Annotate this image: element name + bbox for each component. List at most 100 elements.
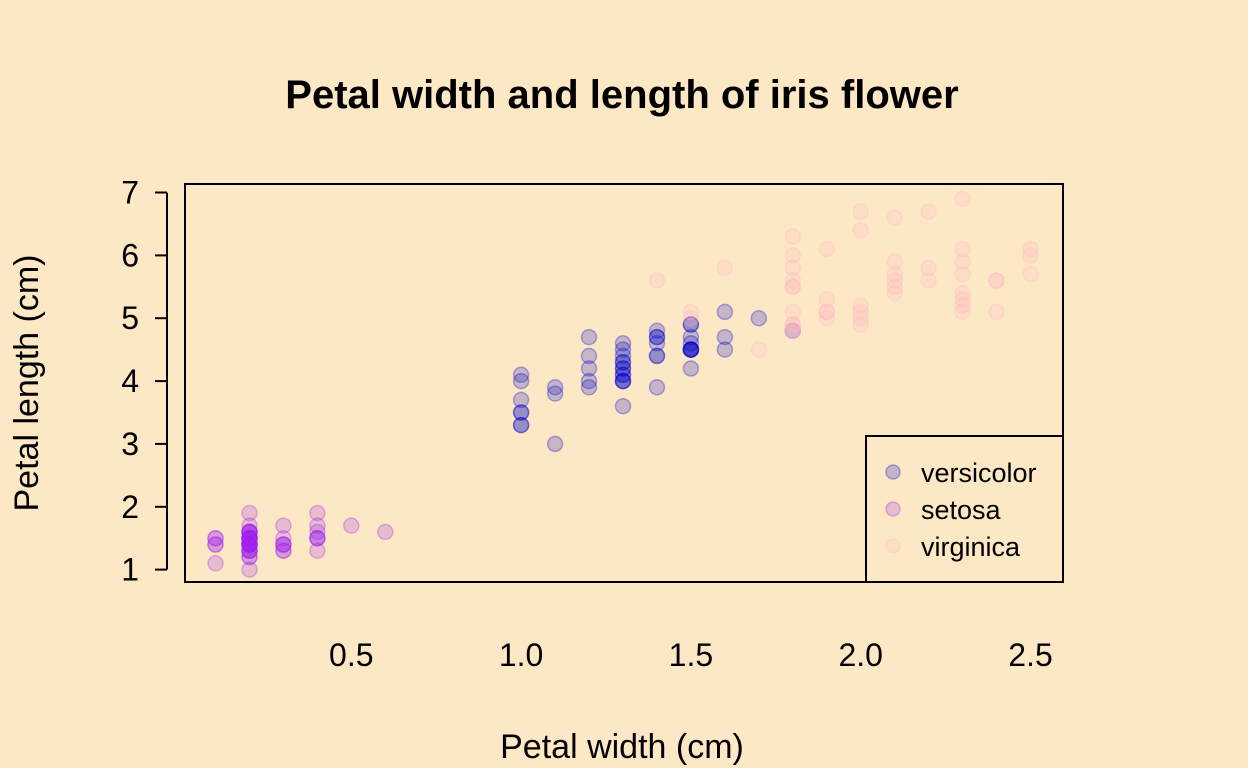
point-versicolor-35 bbox=[716, 341, 734, 358]
point-virginica-38 bbox=[784, 322, 802, 340]
point-virginica-23 bbox=[784, 316, 802, 333]
point-setosa-3 bbox=[241, 529, 258, 547]
point-versicolor-3 bbox=[614, 372, 632, 390]
legend: versicolor setosa virginica bbox=[865, 435, 1064, 583]
point-versicolor-27 bbox=[750, 309, 768, 327]
point-versicolor-19 bbox=[546, 379, 564, 396]
point-versicolor-0 bbox=[648, 328, 666, 346]
point-versicolor-41 bbox=[648, 335, 666, 352]
point-setosa-37 bbox=[207, 536, 224, 553]
point-setosa-30 bbox=[241, 523, 258, 541]
point-setosa-49 bbox=[241, 536, 258, 553]
point-setosa-8 bbox=[241, 536, 258, 553]
point-setosa-0 bbox=[241, 536, 258, 553]
point-virginica-22 bbox=[852, 203, 869, 220]
point-virginica-45 bbox=[954, 297, 971, 314]
point-versicolor-9 bbox=[648, 379, 666, 396]
point-versicolor-12 bbox=[512, 372, 530, 390]
point-virginica-8 bbox=[784, 259, 802, 277]
x-tick-label-3: 2.0 bbox=[838, 637, 882, 673]
point-versicolor-21 bbox=[614, 372, 632, 390]
point-virginica-49 bbox=[784, 303, 802, 321]
point-virginica-5 bbox=[886, 209, 903, 226]
point-versicolor-6 bbox=[716, 328, 734, 346]
x-tick-label-0: 0.5 bbox=[329, 637, 373, 673]
point-setosa-17 bbox=[275, 536, 292, 553]
point-setosa-40 bbox=[275, 542, 292, 559]
legend-label-virginica: virginica bbox=[921, 532, 1021, 562]
point-virginica-21 bbox=[852, 316, 869, 333]
point-setosa-9 bbox=[207, 529, 224, 547]
x-axis-label: Petal width (cm) bbox=[500, 728, 744, 766]
point-versicolor-14 bbox=[614, 397, 632, 415]
legend-entry-virginica: virginica bbox=[885, 532, 1021, 562]
point-setosa-16 bbox=[309, 542, 326, 559]
point-virginica-6 bbox=[750, 341, 768, 358]
point-virginica-35 bbox=[954, 240, 971, 258]
point-virginica-14 bbox=[988, 303, 1005, 321]
point-setosa-1 bbox=[241, 536, 258, 553]
point-virginica-18 bbox=[954, 190, 971, 208]
point-virginica-0 bbox=[1022, 247, 1039, 264]
point-setosa-43 bbox=[377, 523, 394, 541]
point-setosa-7 bbox=[241, 529, 258, 547]
point-setosa-47 bbox=[241, 536, 258, 553]
y-tick-label-4: 5 bbox=[121, 300, 139, 336]
point-virginica-15 bbox=[954, 291, 971, 308]
point-versicolor-15 bbox=[648, 347, 666, 365]
y-tick-label-2: 3 bbox=[121, 426, 139, 462]
x-tick-label-4: 2.5 bbox=[1008, 637, 1052, 673]
point-virginica-3 bbox=[784, 272, 802, 289]
point-versicolor-11 bbox=[682, 360, 700, 377]
point-virginica-44 bbox=[1022, 265, 1039, 283]
point-setosa-26 bbox=[309, 523, 326, 541]
point-setosa-35 bbox=[241, 548, 258, 566]
point-setosa-29 bbox=[241, 523, 258, 541]
point-virginica-43 bbox=[954, 253, 971, 270]
legend-marker-versicolor bbox=[885, 464, 901, 480]
chart-title: Petal width and length of iris flower bbox=[285, 73, 958, 117]
point-virginica-46 bbox=[818, 309, 836, 327]
point-virginica-2 bbox=[886, 253, 903, 270]
point-virginica-25 bbox=[784, 247, 802, 264]
point-setosa-34 bbox=[241, 529, 258, 547]
point-versicolor-23 bbox=[580, 328, 598, 346]
legend-box bbox=[865, 435, 1064, 583]
point-versicolor-8 bbox=[614, 335, 632, 352]
point-virginica-47 bbox=[852, 297, 869, 314]
y-tick-label-5: 6 bbox=[121, 237, 139, 273]
points-layer bbox=[207, 190, 1039, 578]
point-versicolor-22 bbox=[682, 316, 700, 333]
point-setosa-13 bbox=[207, 555, 224, 572]
point-virginica-16 bbox=[784, 278, 802, 296]
point-setosa-22 bbox=[241, 561, 258, 578]
point-virginica-33 bbox=[682, 303, 700, 321]
legend-label-setosa: setosa bbox=[921, 495, 1002, 525]
point-versicolor-39 bbox=[614, 372, 632, 390]
point-versicolor-18 bbox=[682, 341, 700, 358]
point-virginica-31 bbox=[852, 221, 869, 239]
legend-entry-setosa: setosa bbox=[885, 495, 1002, 525]
point-versicolor-37 bbox=[614, 347, 632, 365]
legend-label-versicolor: versicolor bbox=[921, 458, 1037, 488]
point-versicolor-36 bbox=[682, 328, 700, 346]
point-setosa-46 bbox=[241, 523, 258, 541]
point-versicolor-4 bbox=[682, 335, 700, 352]
point-versicolor-46 bbox=[614, 360, 632, 377]
point-versicolor-29 bbox=[512, 404, 530, 421]
y-tick-label-1: 2 bbox=[121, 489, 139, 525]
point-versicolor-10 bbox=[512, 404, 530, 421]
point-virginica-26 bbox=[784, 322, 802, 340]
legend-entry-versicolor: versicolor bbox=[885, 458, 1037, 488]
point-virginica-19 bbox=[682, 309, 700, 327]
point-virginica-28 bbox=[886, 272, 903, 289]
point-virginica-17 bbox=[920, 203, 937, 220]
point-virginica-36 bbox=[988, 272, 1005, 289]
point-setosa-23 bbox=[343, 517, 360, 534]
point-setosa-5 bbox=[309, 517, 326, 534]
point-setosa-38 bbox=[241, 542, 258, 559]
point-setosa-19 bbox=[275, 529, 292, 547]
point-virginica-1 bbox=[818, 303, 836, 321]
point-setosa-32 bbox=[207, 529, 224, 547]
point-versicolor-34 bbox=[682, 341, 700, 358]
